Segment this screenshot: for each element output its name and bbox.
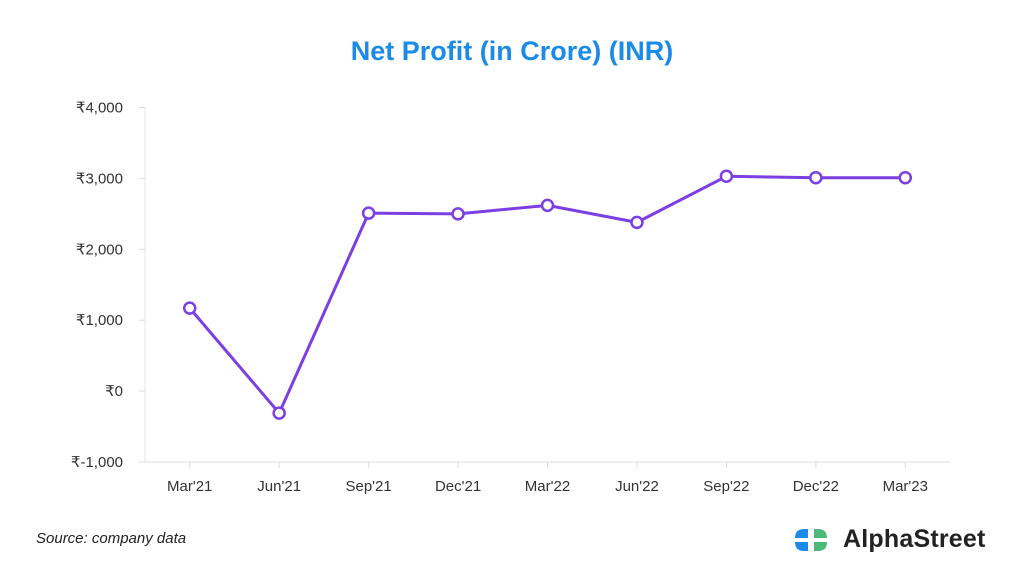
y-tick-label: ₹1,000	[76, 312, 123, 329]
y-tick-label: ₹0	[105, 383, 123, 400]
logo-mark-icon	[795, 528, 827, 551]
brand-name: AlphaStreet	[843, 525, 986, 553]
x-tick-label: Sep'21	[345, 478, 391, 495]
data-point	[898, 170, 913, 185]
x-tick-label: Mar'23	[883, 478, 928, 495]
data-point	[451, 207, 465, 221]
x-tick-label: Mar'22	[525, 478, 570, 495]
data-point	[540, 198, 555, 213]
x-tick-label: Jun'22	[615, 478, 659, 495]
x-tick-label: Mar'21	[167, 478, 212, 495]
line-chart: ₹-1,000 ₹0 ₹1,000 ₹2,000 ₹3,000 ₹4,000 Mar'21 J…	[71, 100, 950, 495]
data-point	[719, 169, 734, 184]
source-note: Source: company data	[36, 530, 187, 547]
data-point	[630, 215, 644, 230]
x-tick-label: Sep'22	[703, 478, 749, 495]
data-point	[361, 206, 376, 220]
data-point	[272, 406, 286, 420]
data-point	[182, 301, 197, 315]
data-point	[809, 170, 823, 185]
x-tick-label: Dec'22	[793, 478, 839, 495]
y-tick-label: ₹-1,000	[71, 454, 123, 471]
alphastreet-logo: AlphaStreet	[793, 525, 986, 554]
y-tick-label: ₹3,000	[76, 170, 123, 187]
x-tick-label: Dec'21	[435, 478, 481, 495]
chart-title: Net Profit (in Crore) (INR)	[350, 36, 674, 66]
y-tick-label: ₹4,000	[76, 100, 123, 117]
y-tick-label: ₹2,000	[76, 241, 123, 258]
x-tick-label: Jun'21	[257, 478, 301, 495]
